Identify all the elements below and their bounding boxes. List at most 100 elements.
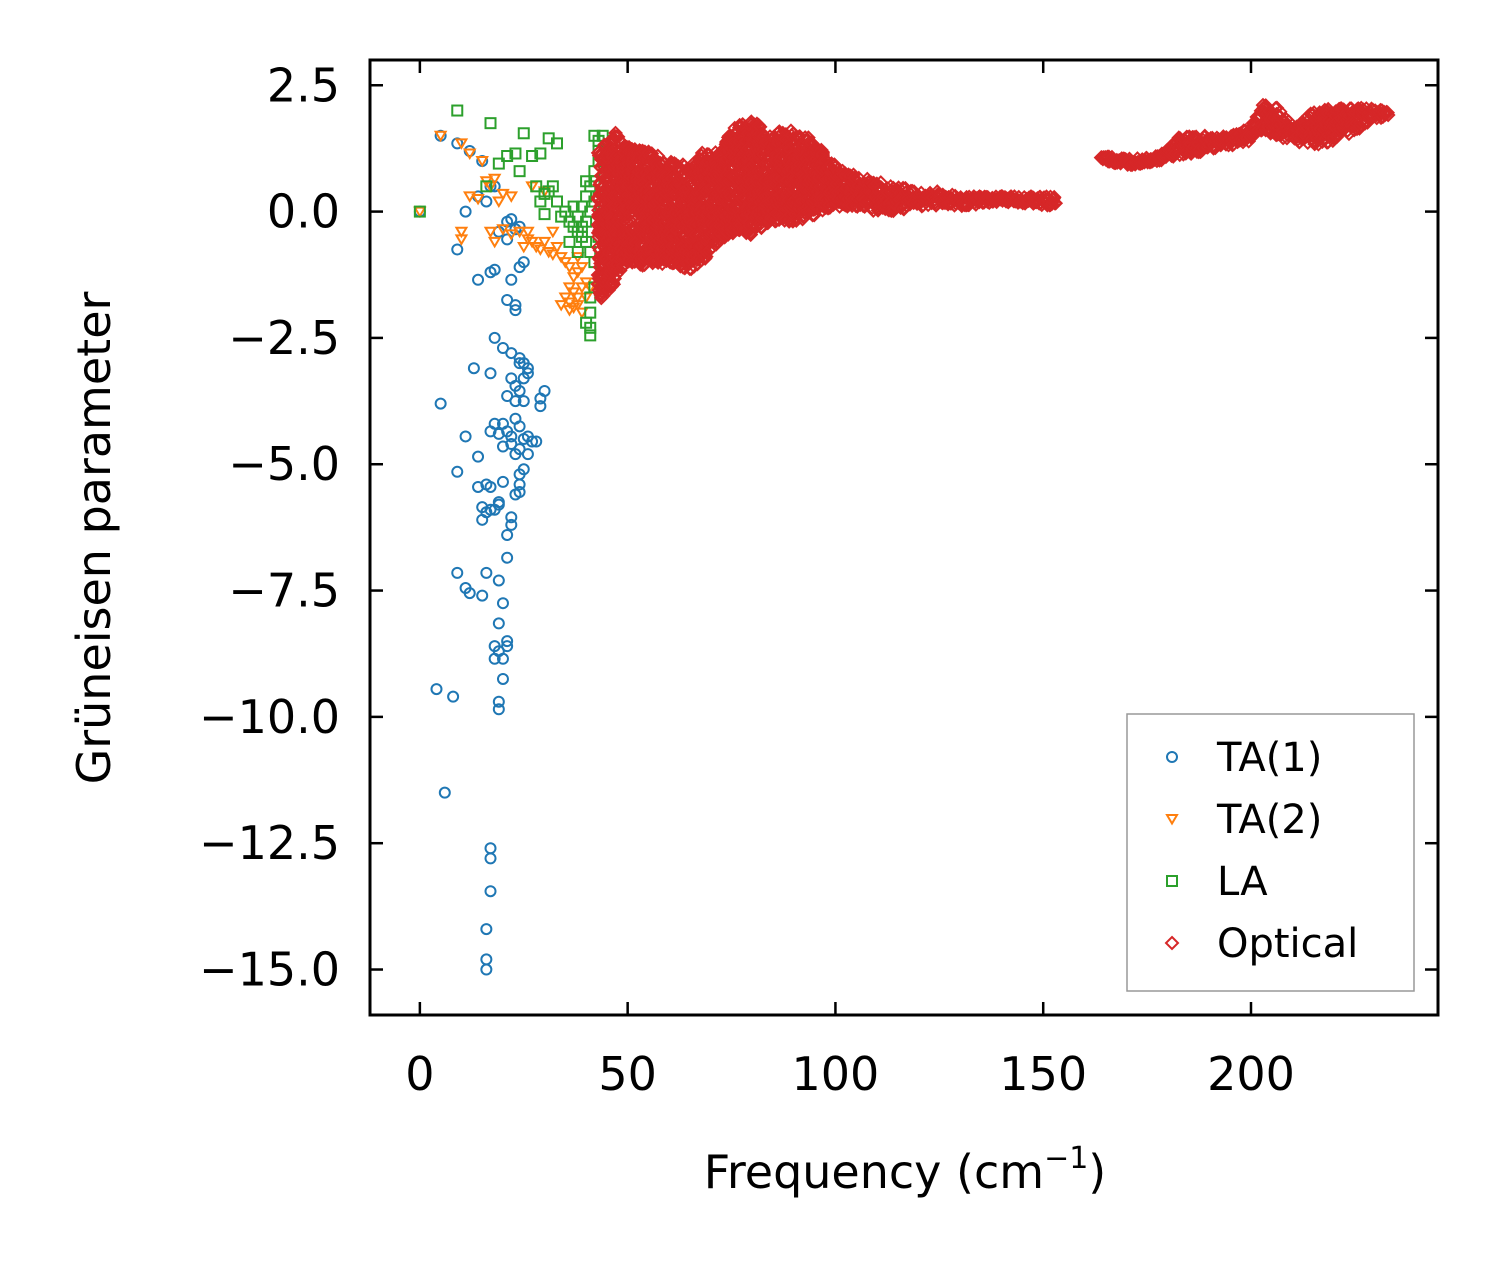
data-point <box>438 786 451 799</box>
data-point <box>501 640 514 653</box>
data-point <box>480 923 493 936</box>
data-point <box>472 450 485 463</box>
data-point <box>501 390 514 403</box>
plot-marks <box>413 97 1396 976</box>
data-point <box>501 150 514 163</box>
data-point <box>451 243 464 256</box>
x-axis-title: Frequency (cm−1) <box>704 1141 1107 1199</box>
y-tick-label: 0.0 <box>267 185 340 239</box>
legend-label: Optical <box>1217 921 1358 967</box>
legend-label: TA(1) <box>1216 735 1322 781</box>
data-point <box>459 430 472 443</box>
data-point <box>483 226 498 239</box>
data-point <box>708 236 724 252</box>
data-point <box>584 329 597 342</box>
data-point <box>505 511 518 524</box>
data-point <box>546 249 560 262</box>
data-point <box>509 147 522 160</box>
axis-tick-labels: 0 50 100 150 200 2.5 0.0 −2.5 −5.0 −7.5 −10.0 −12.5… <box>199 58 1295 1101</box>
data-point <box>571 300 585 312</box>
data-point <box>567 200 580 213</box>
legend-marker <box>1165 814 1179 826</box>
data-point <box>504 191 519 203</box>
data-point <box>434 397 447 410</box>
data-point <box>413 205 426 218</box>
data-point <box>607 271 623 287</box>
data-point <box>484 266 497 279</box>
data-point <box>484 480 497 493</box>
x-axis-title-end: ) <box>1088 1145 1106 1199</box>
data-point <box>551 195 564 208</box>
data-point <box>546 226 560 239</box>
data-point <box>484 852 497 865</box>
x-tick-label: 150 <box>999 1047 1087 1101</box>
data-point <box>1047 195 1063 211</box>
data-point <box>480 180 493 193</box>
data-point <box>748 220 764 235</box>
data-point <box>530 180 543 193</box>
data-point <box>467 362 480 375</box>
data-point <box>562 305 577 317</box>
data-point <box>554 300 568 312</box>
data-point <box>463 587 476 600</box>
data-point <box>454 226 469 239</box>
data-point <box>550 241 564 254</box>
data-point <box>529 241 543 254</box>
data-point <box>530 435 543 448</box>
data-point <box>496 342 509 355</box>
data-point <box>513 220 526 233</box>
data-point <box>504 229 519 241</box>
data-point <box>492 574 505 587</box>
data-point <box>509 299 522 312</box>
data-point <box>584 321 597 334</box>
y-tick-label: −5.0 <box>228 437 340 491</box>
data-point <box>484 425 497 438</box>
x-tick-label: 200 <box>1207 1047 1295 1101</box>
data-point <box>513 357 526 370</box>
x-tick-label: 50 <box>598 1047 657 1101</box>
y-tick-label: −12.5 <box>199 816 340 870</box>
legend-marker <box>1166 751 1178 763</box>
data-point <box>492 427 505 440</box>
y-tick-label: −2.5 <box>228 311 340 365</box>
data-point <box>492 157 505 170</box>
data-point <box>505 518 518 531</box>
data-point <box>492 196 506 208</box>
data-point <box>513 478 526 491</box>
data-point <box>1172 147 1188 163</box>
data-point <box>496 188 510 201</box>
data-point <box>501 551 514 564</box>
legend-marker <box>1164 935 1180 951</box>
data-point <box>487 236 502 249</box>
x-tick-label: 0 <box>405 1047 434 1101</box>
y-tick-label: −15.0 <box>199 943 340 997</box>
data-point <box>471 193 485 206</box>
data-point <box>505 273 518 286</box>
data-point <box>534 400 547 413</box>
data-point <box>588 129 601 142</box>
data-point <box>505 438 518 451</box>
data-point <box>496 652 509 665</box>
series-ta-2- <box>413 130 597 320</box>
data-point <box>492 695 505 708</box>
data-point <box>505 213 518 226</box>
legend-item: TA(2) <box>1165 797 1322 843</box>
data-point <box>815 146 831 162</box>
data-point <box>513 420 526 433</box>
data-point <box>537 236 552 249</box>
data-point <box>430 683 443 696</box>
data-point <box>484 367 497 380</box>
data-point <box>501 528 514 541</box>
data-point <box>1046 191 1062 206</box>
y-tick-label: −7.5 <box>228 564 340 618</box>
data-point <box>517 372 530 385</box>
y-tick-label: −10.0 <box>199 690 340 744</box>
x-axis-title-superscript: −1 <box>1044 1141 1088 1176</box>
legend-item: TA(1) <box>1166 735 1322 781</box>
data-point <box>488 331 501 344</box>
data-point <box>512 226 527 239</box>
data-point <box>612 263 628 278</box>
data-point <box>546 180 559 193</box>
y-tick-label: 2.5 <box>267 58 340 112</box>
